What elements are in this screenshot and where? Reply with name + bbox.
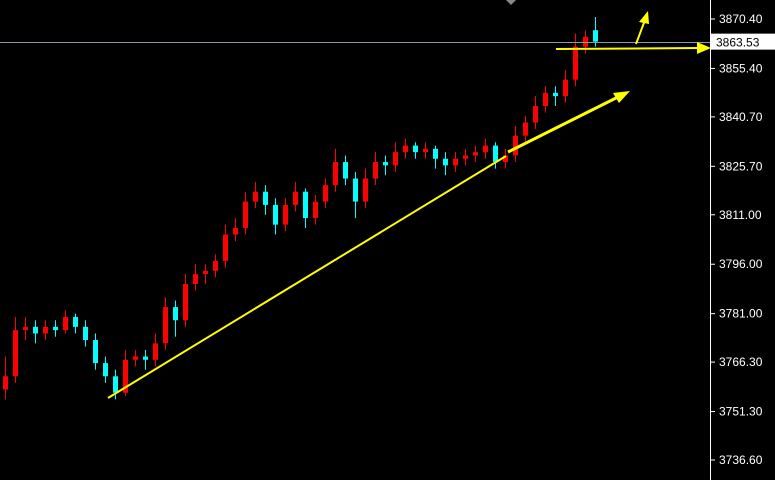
candle-down [593, 30, 598, 42]
candle-down [273, 204, 278, 225]
scroll-marker-icon [506, 0, 516, 5]
candle-down [33, 326, 38, 334]
price-tick-label: 3736.60 [719, 453, 763, 467]
candle-up [243, 201, 248, 228]
price-tick-label: 3825.70 [719, 159, 763, 173]
candle-up [403, 145, 408, 153]
candle-up [43, 326, 48, 334]
candle-up [333, 162, 338, 186]
candle-up [483, 145, 488, 153]
candle-down [443, 158, 448, 166]
price-tick-label: 3796.00 [719, 257, 763, 271]
candles-group [3, 17, 598, 400]
candle-down [303, 191, 308, 219]
candle-up [473, 152, 478, 156]
horizontal-arrow [555, 47, 701, 50]
candle-up [153, 343, 158, 360]
candle-down [343, 162, 348, 179]
candle-up [313, 201, 318, 219]
current-price-tag: 3863.53 [711, 33, 775, 50]
price-tick-label: 3751.30 [719, 405, 763, 419]
candle-up [133, 356, 138, 360]
price-tick-label: 3855.40 [719, 61, 763, 75]
candle-up [503, 155, 508, 163]
candle-up [423, 148, 428, 153]
trendline [107, 155, 507, 399]
candle-up [183, 283, 188, 321]
candle-down [173, 307, 178, 321]
candle-down [493, 145, 498, 163]
candle-down [103, 363, 108, 377]
candle-down [413, 145, 418, 153]
candle-up [323, 185, 328, 202]
candle-up [63, 316, 68, 331]
up-arrow-head [639, 11, 649, 24]
candle-up [393, 152, 398, 166]
candle-up [523, 122, 528, 136]
candle-down [383, 162, 388, 166]
trend-arrow-head [613, 91, 630, 103]
candle-up [563, 79, 568, 97]
candle-up [23, 326, 28, 331]
current-price-label: 3863.53 [716, 36, 760, 50]
candle-up [123, 359, 128, 393]
candle-up [233, 227, 238, 235]
up-arrow [635, 19, 646, 45]
candle-up [213, 260, 218, 271]
candle-up [533, 106, 538, 123]
candle-up [203, 270, 208, 275]
candle-up [573, 46, 578, 80]
candle-up [283, 204, 288, 225]
candle-up [463, 155, 468, 159]
candle-up [453, 158, 458, 166]
candle-up [3, 376, 8, 390]
price-tick-label: 3840.70 [719, 110, 763, 124]
candle-down [553, 92, 558, 97]
candle-up [293, 191, 298, 205]
candle-up [513, 135, 518, 156]
candle-up [193, 274, 198, 284]
candle-down [73, 316, 78, 327]
candle-down [83, 326, 88, 341]
candle-down [263, 191, 268, 205]
trend-annotations [107, 0, 711, 399]
trend-arrow [507, 94, 621, 154]
candle-down [143, 356, 148, 360]
candle-down [93, 340, 98, 364]
price-tick-label: 3766.30 [719, 355, 763, 369]
candle-up [543, 92, 548, 107]
candle-up [253, 191, 258, 202]
candle-up [373, 162, 378, 179]
price-tick-label: 3811.00 [719, 208, 762, 222]
candle-down [53, 326, 58, 331]
candle-up [583, 36, 588, 47]
price-axis[interactable]: 3870.40 3855.40 3840.70 3825.70 3811.00 3796.… [710, 12, 763, 467]
candle-up [223, 234, 228, 261]
candle-up [363, 178, 368, 202]
price-tick-label: 3781.00 [719, 307, 763, 321]
candle-up [13, 330, 18, 377]
candle-down [353, 178, 358, 202]
candle-up [163, 307, 168, 344]
candle-down [113, 376, 118, 393]
candle-down [433, 148, 438, 159]
price-tick-label: 3870.40 [719, 12, 763, 26]
horizontal-arrow-head [697, 42, 711, 54]
